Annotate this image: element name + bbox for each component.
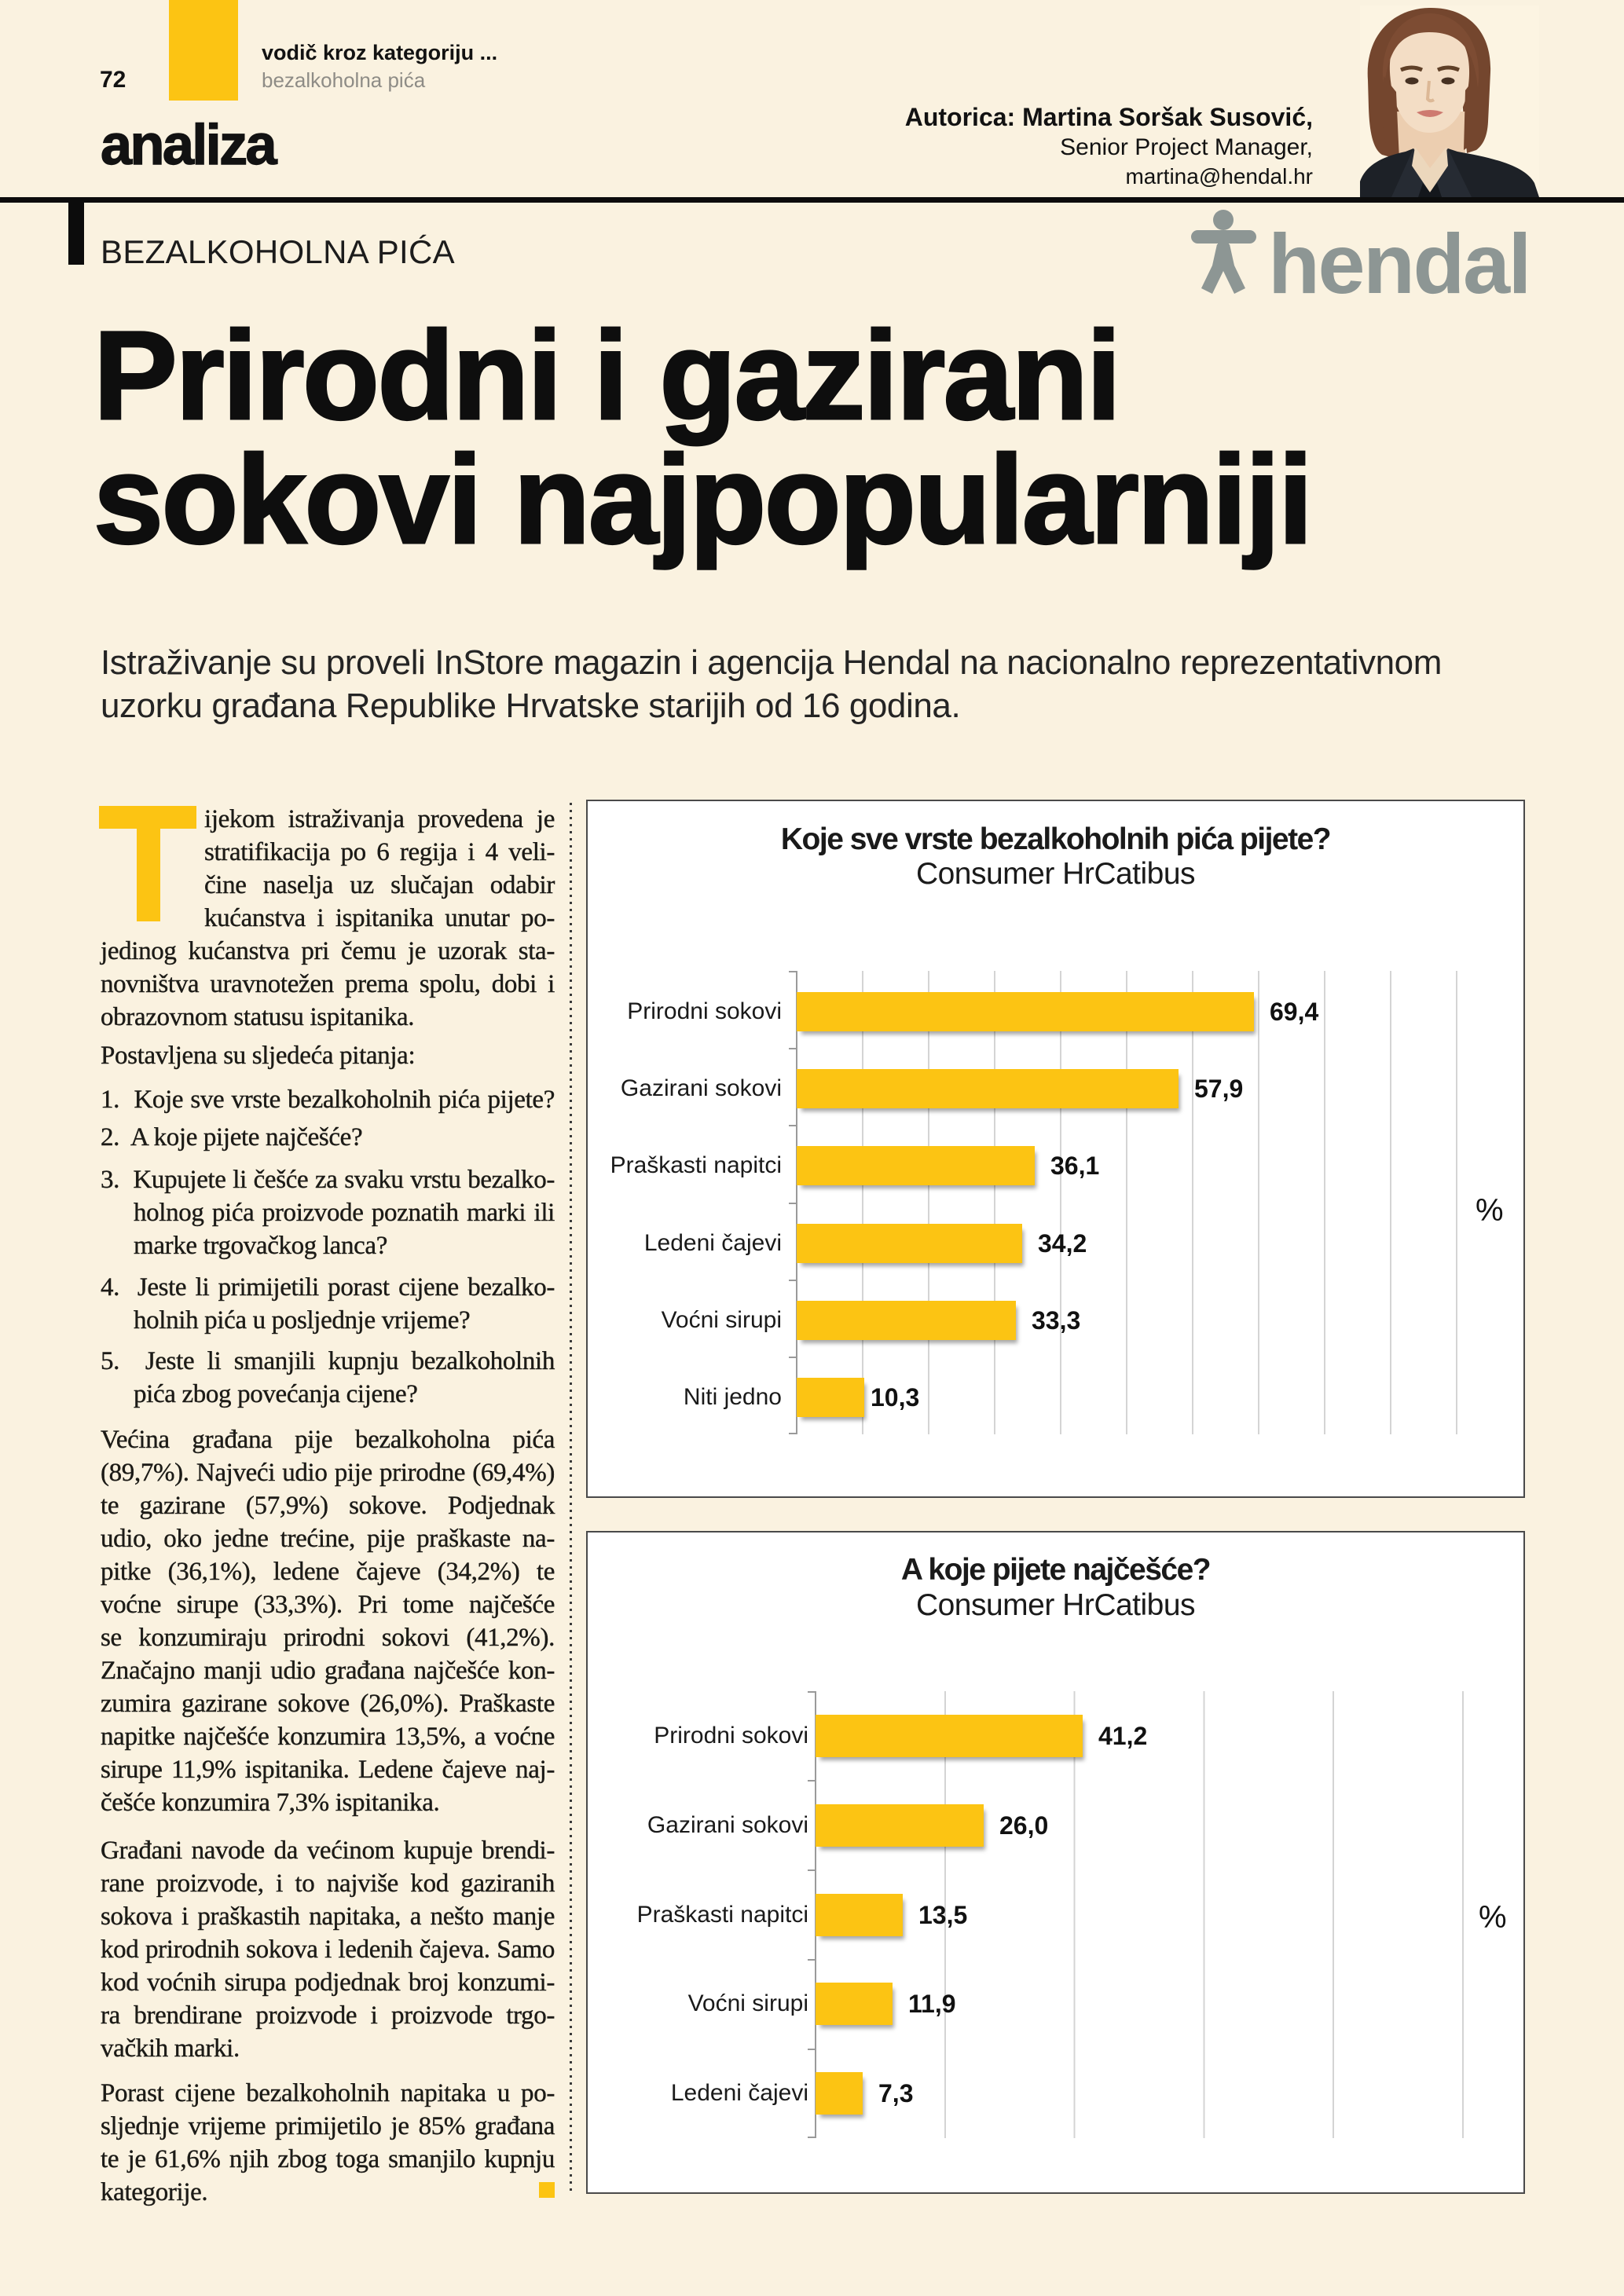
svg-text:hendal: hendal [1268,216,1530,298]
